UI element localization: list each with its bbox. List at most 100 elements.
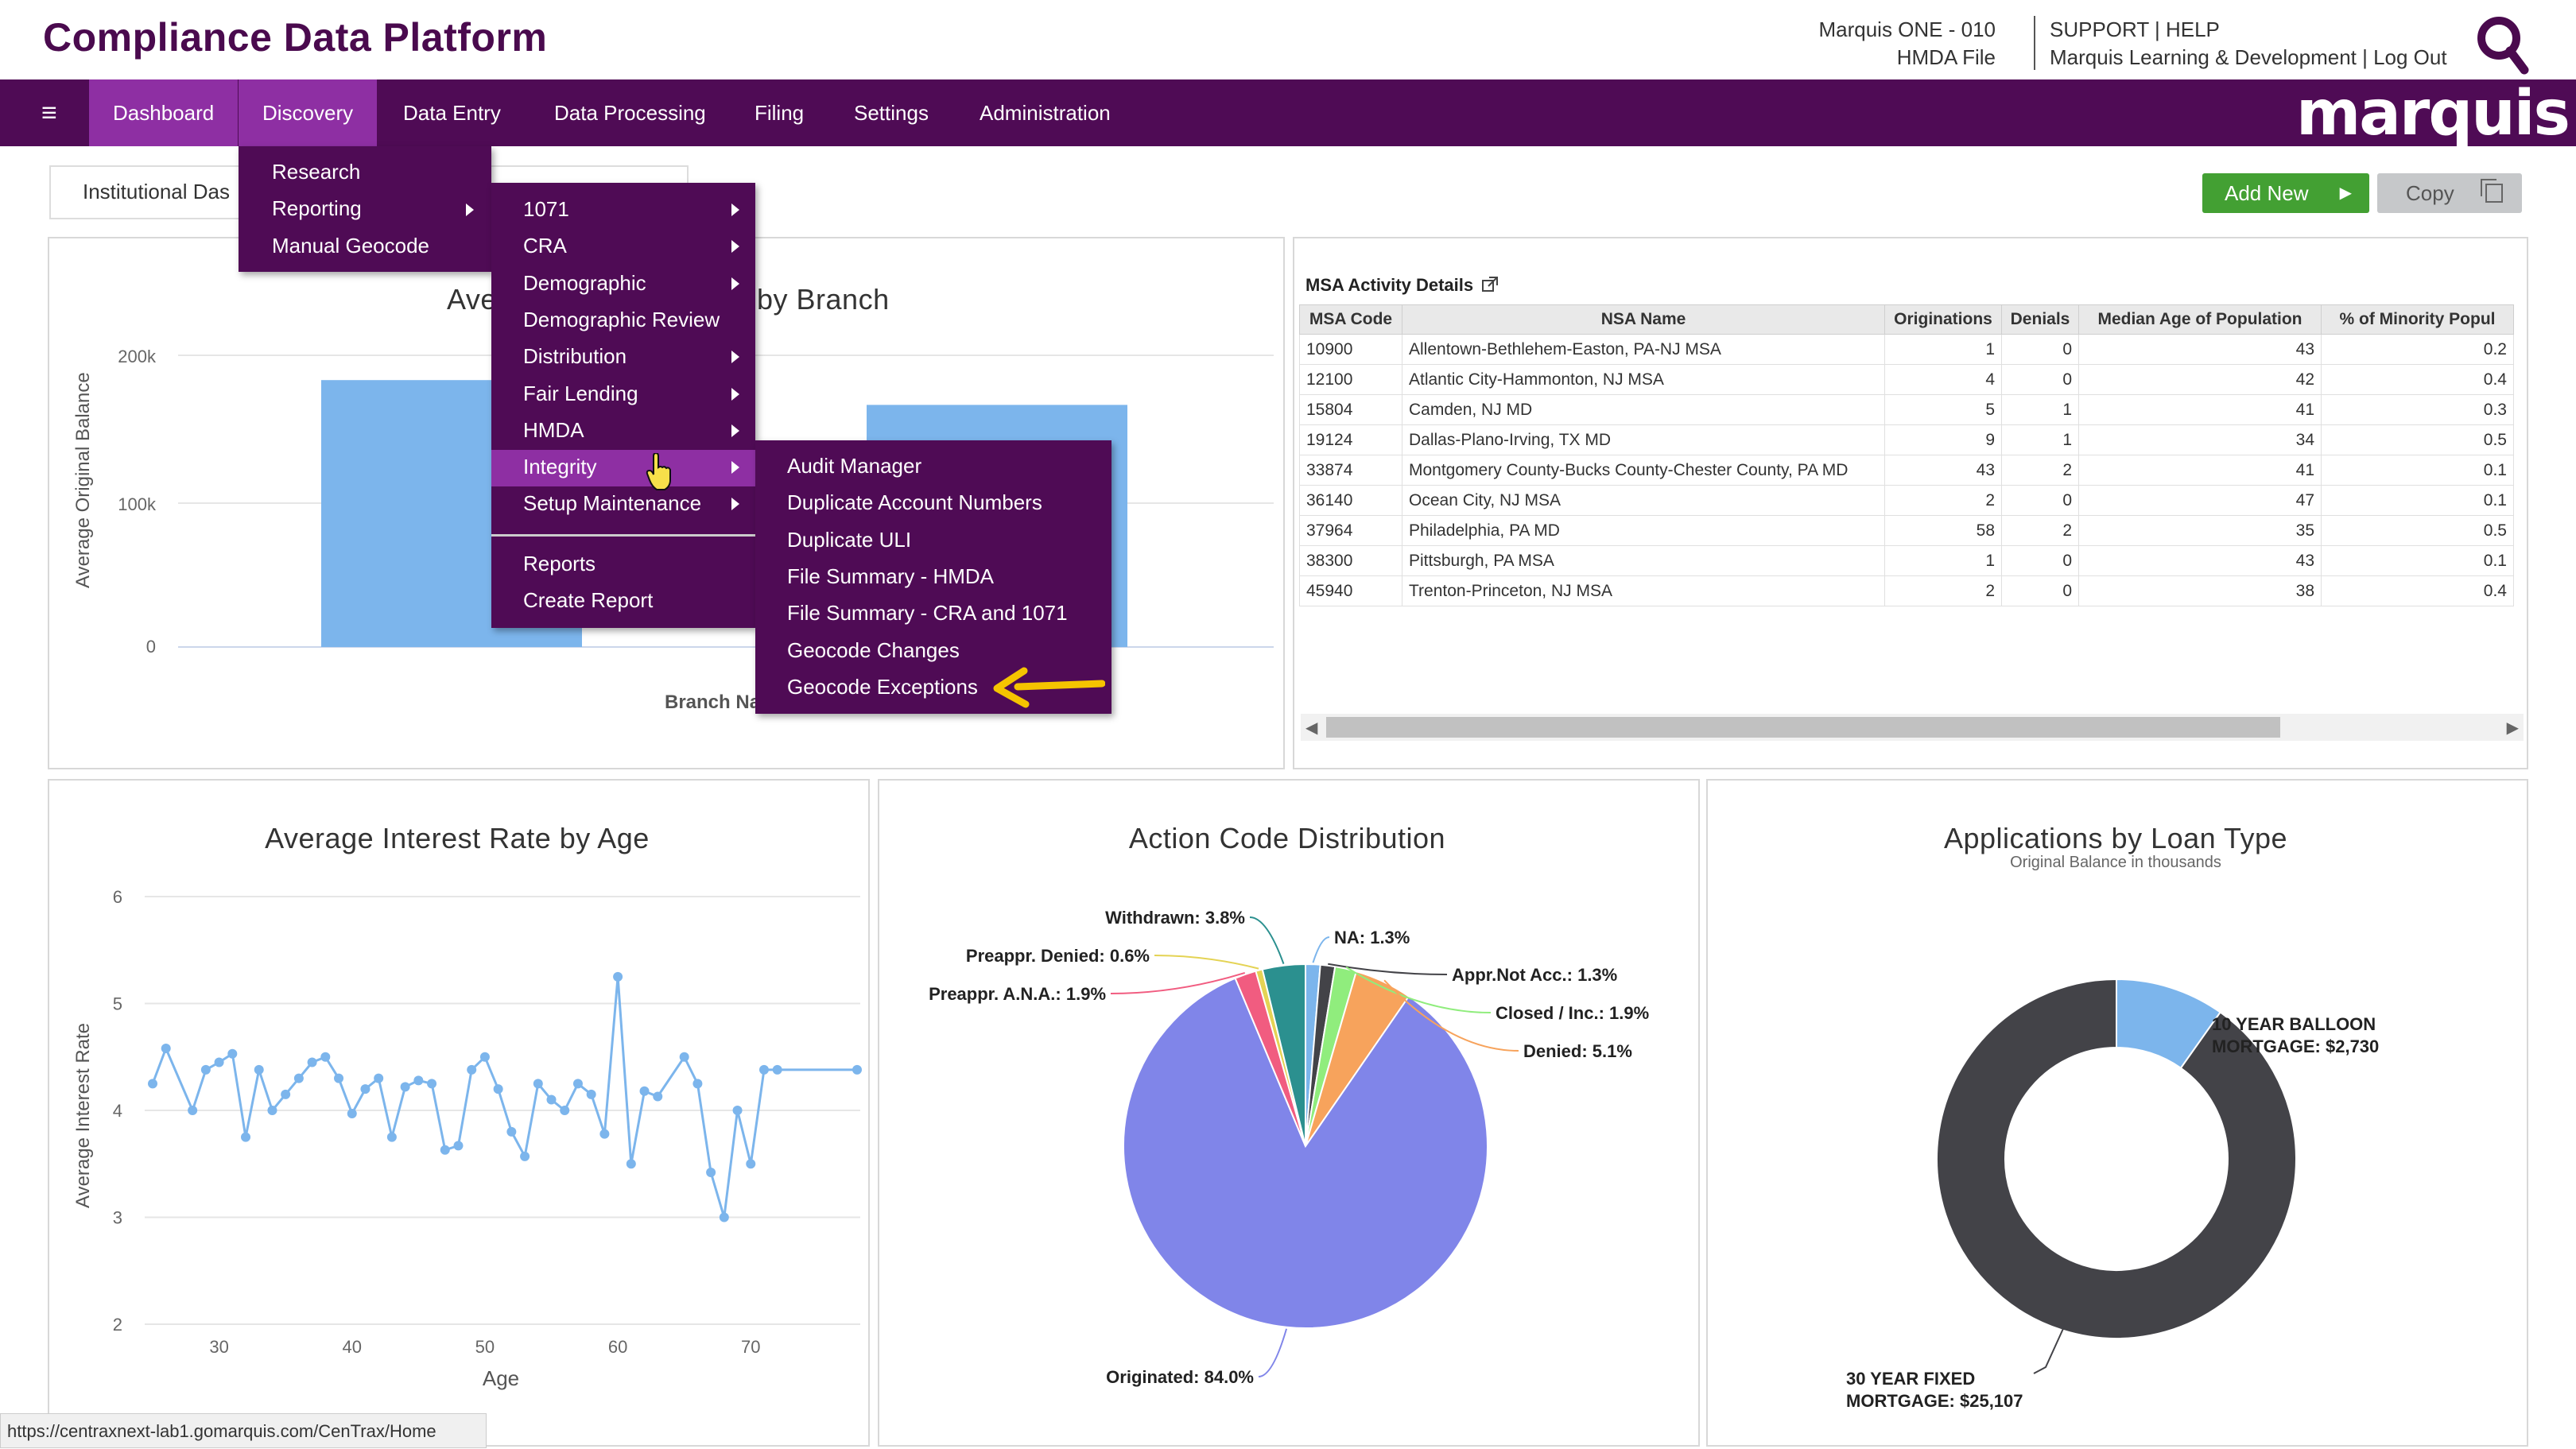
line-point[interactable] bbox=[161, 1043, 171, 1053]
table-row[interactable]: 37964 Philadelphia, PA MD 58 2 35 0.5 bbox=[1299, 515, 2514, 546]
line-point[interactable] bbox=[479, 1052, 490, 1062]
menu-item-duplicate-uli[interactable]: Duplicate ULI bbox=[787, 527, 912, 552]
line-point[interactable] bbox=[706, 1168, 716, 1178]
line-point[interactable] bbox=[533, 1079, 543, 1089]
table-row[interactable]: 12100 Atlantic City-Hammonton, NJ MSA 4 0 42… bbox=[1299, 364, 2514, 395]
line-point[interactable] bbox=[293, 1073, 304, 1083]
table-row[interactable]: 45940 Trenton-Princeton, NJ MSA 2 0 38 0.4 bbox=[1299, 575, 2514, 606]
menu-item-setup-maintenance[interactable]: Setup Maintenance bbox=[523, 491, 702, 516]
line-point[interactable] bbox=[758, 1064, 769, 1075]
donut-slice-1[interactable] bbox=[1936, 978, 2297, 1339]
table-row[interactable]: 36140 Ocean City, NJ MSA 2 0 47 0.1 bbox=[1299, 485, 2514, 516]
hamburger-menu-icon[interactable]: ≡ bbox=[41, 98, 57, 128]
line-point[interactable] bbox=[360, 1084, 370, 1094]
table-row[interactable]: 33874 Montgomery County-Bucks County-Ches… bbox=[1299, 455, 2514, 486]
line-point[interactable] bbox=[572, 1079, 583, 1089]
line-point[interactable] bbox=[320, 1052, 331, 1062]
line-point[interactable] bbox=[427, 1079, 437, 1089]
pie-slice-originated[interactable] bbox=[1123, 977, 1488, 1329]
line-point[interactable] bbox=[772, 1064, 782, 1075]
col-median-age[interactable]: Median Age of Population bbox=[2078, 304, 2322, 335]
file-name[interactable]: HMDA File bbox=[1896, 45, 1996, 69]
menu-item-create-report[interactable]: Create Report bbox=[523, 588, 654, 612]
line-point[interactable] bbox=[453, 1141, 464, 1151]
line-point[interactable] bbox=[148, 1079, 157, 1089]
search-icon[interactable] bbox=[2475, 14, 2531, 75]
copy-button[interactable]: Copy bbox=[2377, 173, 2522, 213]
col-msa-code[interactable]: MSA Code bbox=[1299, 304, 1402, 335]
line-point[interactable] bbox=[188, 1106, 198, 1115]
nav-filing[interactable]: Filing bbox=[755, 101, 805, 125]
menu-item-geocode-changes[interactable]: Geocode Changes bbox=[787, 637, 960, 662]
col-originations[interactable]: Originations bbox=[1884, 304, 2002, 335]
menu-item-demographic[interactable]: Demographic bbox=[523, 270, 646, 295]
line-point[interactable] bbox=[413, 1075, 424, 1086]
line-point[interactable] bbox=[639, 1086, 650, 1096]
line-point[interactable] bbox=[586, 1089, 596, 1099]
pie-slice-withdrawn[interactable] bbox=[1261, 963, 1306, 1147]
line-point[interactable] bbox=[467, 1064, 477, 1075]
menu-item-audit-manager[interactable]: Audit Manager bbox=[787, 454, 922, 478]
menu-item-reporting[interactable]: Reporting bbox=[272, 196, 362, 220]
line-point[interactable] bbox=[440, 1145, 450, 1155]
scrollbar-thumb[interactable] bbox=[1326, 717, 2280, 738]
col-nsa-name[interactable]: NSA Name bbox=[1402, 304, 1885, 335]
menu-item-file-summary-hmda[interactable]: File Summary - HMDA bbox=[787, 564, 995, 588]
nav-settings[interactable]: Settings bbox=[854, 101, 929, 125]
line-point[interactable] bbox=[267, 1106, 277, 1115]
line-point[interactable] bbox=[254, 1064, 264, 1075]
menu-item-integrity[interactable]: Integrity bbox=[523, 455, 597, 479]
line-point[interactable] bbox=[653, 1091, 663, 1102]
line-point[interactable] bbox=[281, 1089, 291, 1099]
scroll-right-icon[interactable]: ▶ bbox=[2506, 719, 2519, 737]
line-point[interactable] bbox=[692, 1079, 703, 1089]
nav-administration[interactable]: Administration bbox=[980, 101, 1111, 125]
menu-item-hmda[interactable]: HMDA bbox=[523, 417, 584, 442]
line-point[interactable] bbox=[506, 1126, 517, 1137]
nav-data-entry[interactable]: Data Entry bbox=[403, 101, 501, 125]
line-point[interactable] bbox=[719, 1212, 729, 1222]
menu-item-cra[interactable]: CRA bbox=[523, 234, 567, 258]
table-row[interactable]: 19124 Dallas-Plano-Irving, TX MD 9 1 34 0.5 bbox=[1299, 424, 2514, 455]
table-row[interactable]: 10900 Allentown-Bethlehem-Easton, PA-NJ M… bbox=[1299, 334, 2514, 365]
menu-item-fair-lending[interactable]: Fair Lending bbox=[523, 381, 638, 405]
line-point[interactable] bbox=[746, 1159, 756, 1169]
line-point[interactable] bbox=[227, 1048, 238, 1059]
scroll-left-icon[interactable]: ◀ bbox=[1305, 719, 1318, 737]
support-help-links[interactable]: SUPPORT | HELP bbox=[2050, 17, 2220, 41]
table-row[interactable]: 15804 Camden, NJ MD 5 1 41 0.3 bbox=[1299, 394, 2514, 425]
menu-item-manual-geocode[interactable]: Manual Geocode bbox=[272, 234, 430, 258]
line-point[interactable] bbox=[307, 1057, 317, 1067]
menu-item-file-summary-cra-and-1071[interactable]: File Summary - CRA and 1071 bbox=[787, 601, 1068, 626]
menu-item-geocode-exceptions[interactable]: Geocode Exceptions bbox=[787, 674, 978, 699]
line-point[interactable] bbox=[852, 1064, 862, 1075]
line-point[interactable] bbox=[374, 1073, 384, 1083]
institution-name[interactable]: Marquis ONE - 010 bbox=[1818, 17, 1996, 41]
nav-discovery[interactable]: Discovery bbox=[239, 79, 378, 146]
line-point[interactable] bbox=[334, 1073, 344, 1083]
menu-item-demographic-review[interactable]: Demographic Review bbox=[523, 307, 720, 331]
col-denials[interactable]: Denials bbox=[2001, 304, 2079, 335]
menu-item-reports[interactable]: Reports bbox=[523, 552, 596, 575]
line-point[interactable] bbox=[493, 1084, 503, 1094]
menu-item-research[interactable]: Research bbox=[272, 160, 361, 184]
line-point[interactable] bbox=[347, 1109, 357, 1119]
line-point[interactable] bbox=[386, 1132, 397, 1142]
line-point[interactable] bbox=[200, 1064, 211, 1075]
table-row[interactable]: 38300 Pittsburgh, PA MSA 1 0 43 0.1 bbox=[1299, 545, 2514, 576]
line-point[interactable] bbox=[599, 1129, 610, 1139]
menu-item-duplicate-account-numbers[interactable]: Duplicate Account Numbers bbox=[787, 490, 1042, 515]
col-minority[interactable]: % of Minority Popul bbox=[2321, 304, 2514, 335]
line-point[interactable] bbox=[679, 1052, 689, 1062]
nav-data-processing[interactable]: Data Processing bbox=[554, 101, 706, 125]
line-point[interactable] bbox=[520, 1151, 530, 1161]
line-point[interactable] bbox=[241, 1132, 251, 1142]
learning-logout-links[interactable]: Marquis Learning & Development | Log Out bbox=[2050, 45, 2447, 69]
menu-item-distribution[interactable]: Distribution bbox=[523, 344, 627, 369]
line-point[interactable] bbox=[560, 1106, 570, 1115]
add-new-button[interactable]: Add New ▶ bbox=[2202, 173, 2369, 213]
line-point[interactable] bbox=[626, 1159, 636, 1169]
menu-item-1071[interactable]: 1071 bbox=[523, 197, 569, 221]
line-point[interactable] bbox=[732, 1106, 743, 1115]
line-point[interactable] bbox=[613, 971, 623, 982]
